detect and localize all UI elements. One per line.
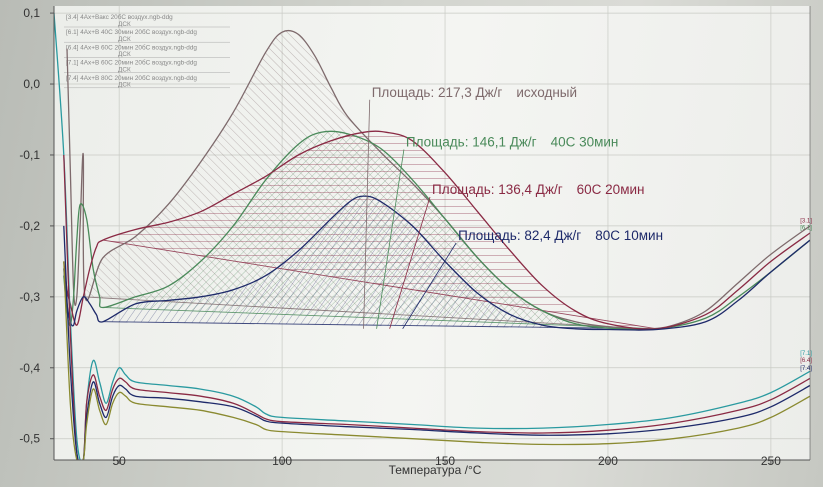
- y-tick-label-3: -0,2: [19, 219, 40, 233]
- x-tick-label-1: 100: [272, 454, 292, 468]
- y-tick-label-4: -0,3: [19, 290, 40, 304]
- end-tag-4: [7.4]: [800, 366, 812, 372]
- x-tick-label-3: 200: [598, 454, 618, 468]
- x-tick-label-0: 50: [112, 454, 126, 468]
- y-tick-label-0: 0,1: [23, 6, 40, 20]
- y-tick-label-1: 0,0: [23, 77, 40, 91]
- y-tick-label-2: -0,1: [19, 148, 40, 162]
- curve-7: [63, 261, 810, 460]
- x-tick-label-4: 250: [761, 454, 781, 468]
- area-leader-0: [363, 99, 371, 329]
- legend-entry-3: [7.1] 4Ах+В 60С 20мин 20бС воздух.ngb-dd…: [66, 59, 197, 67]
- peak-area-3: [102, 196, 657, 330]
- x-axis-title: Температура /°C: [389, 463, 482, 477]
- area-label-sample-2: 60С 20мин: [577, 182, 645, 197]
- curve-3: [63, 195, 810, 331]
- legend-entry-sub-4: ДСК: [118, 82, 131, 89]
- legend-entry-sub-3: ДСК: [118, 66, 131, 73]
- end-tag-1: [6.1]: [800, 225, 812, 231]
- curve-5: [63, 154, 810, 460]
- area-label-sample-1: 40С 30мин: [551, 134, 619, 149]
- end-tag-0: [3.1]: [800, 218, 812, 224]
- y-tick-label-6: -0,5: [19, 432, 40, 446]
- peak-baseline-2: [102, 239, 657, 330]
- legend-entry-sub-0: ДСК: [118, 21, 131, 28]
- curves: [54, 13, 810, 460]
- legend-entry-2: [6.4] 4Ах+В 60С 20мин 20бС воздух.ngb-dd…: [66, 43, 197, 51]
- annotations: Площадь: 217,3 Дж/г исходный Площадь: 146,…: [372, 85, 813, 372]
- curve-2: [63, 130, 810, 330]
- curve-6: [63, 225, 810, 460]
- curve-1: [63, 130, 810, 331]
- legend-entry-sub-1: ДСК: [118, 36, 131, 43]
- area-label-3: Площадь: 82,4 Дж/г: [458, 228, 581, 243]
- curve-4: [54, 13, 810, 460]
- peak-baselines: [83, 239, 657, 330]
- peak-baseline-1: [102, 307, 657, 330]
- area-leader-3: [402, 242, 457, 329]
- legend-entry-sub-2: ДСК: [118, 51, 131, 58]
- x-tick-label-2: 150: [435, 454, 455, 468]
- legend: [3.4] 4Ах+Вакс 20бС воздух.ngb-ddgДСК[6.…: [64, 13, 230, 89]
- area-label-sample-3: 80С 10мин: [595, 228, 663, 243]
- legend-entry-4: [7.4] 4Ах+В 80С 20мин 20бС воздух.ngb-dd…: [66, 74, 197, 82]
- end-tag-3: [6.4]: [800, 358, 812, 364]
- legend-entry-0: [3.4] 4Ах+Вакс 20бС воздух.ngb-ddg: [66, 13, 173, 21]
- area-label-sample-0: исходный: [516, 85, 577, 100]
- area-label-2: Площадь: 136,4 Дж/г: [432, 182, 563, 197]
- peak-areas: [83, 30, 657, 330]
- legend-entry-1: [6.1] 4Ах+В 40С 30мин 20бС воздух.ngb-dd…: [66, 28, 197, 36]
- area-leader-1: [376, 149, 405, 329]
- peak-baseline-0: [83, 296, 648, 330]
- axes: 50 100 150 200 250 0,1 0,0 -0,1 -0,2 -0,3 -0,4 -0,5: [19, 6, 811, 468]
- y-tick-label-5: -0,4: [19, 361, 40, 375]
- annotation-leaders: [363, 99, 457, 329]
- area-label-0: Площадь: 217,3 Дж/г: [372, 85, 503, 100]
- area-label-1: Площадь: 146,1 Дж/г: [406, 134, 537, 149]
- end-tag-2: [7.1]: [800, 351, 812, 357]
- area-leader-2: [389, 196, 431, 329]
